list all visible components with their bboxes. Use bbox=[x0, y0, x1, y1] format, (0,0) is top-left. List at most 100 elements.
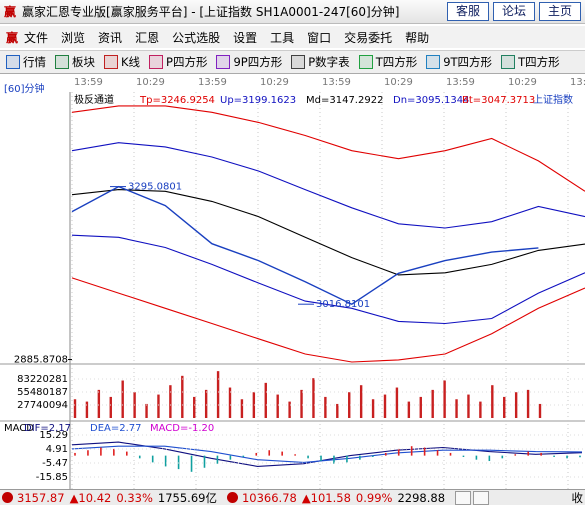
series-line bbox=[71, 441, 583, 467]
status-group[interactable]: 3157.87 ▲10.42 0.33% 1755.69亿 bbox=[2, 490, 217, 505]
toolbar-label: T四方形 bbox=[375, 55, 418, 69]
time-label: 13:59 bbox=[198, 77, 227, 88]
volume-bar bbox=[97, 389, 101, 418]
toolbar-button[interactable]: P四方形 bbox=[149, 54, 207, 70]
menu-item[interactable]: 帮助 bbox=[405, 30, 430, 45]
volume-bar bbox=[157, 394, 160, 418]
volume-bar bbox=[538, 403, 542, 418]
time-label: 10:29 bbox=[136, 77, 165, 88]
menu-item[interactable]: 汇恩 bbox=[135, 30, 160, 45]
volume-bar bbox=[169, 385, 172, 418]
volume-bar bbox=[383, 394, 387, 418]
volume-bar bbox=[526, 389, 530, 418]
volume-bar bbox=[348, 392, 351, 418]
toolbar-button[interactable]: 板块 bbox=[55, 54, 95, 70]
period-label: [60]分钟 bbox=[4, 82, 45, 95]
toolbar-label: 行情 bbox=[23, 55, 46, 69]
time-label: 13:59 bbox=[74, 77, 103, 88]
toolbar: 行情 板块 K线 P四方形 9P四方形 P数字表 T四方形 9T四方形 T四方形 bbox=[0, 50, 585, 74]
status-pct: 0.99% bbox=[355, 490, 393, 505]
volume-bar bbox=[395, 387, 399, 418]
volume-bar bbox=[276, 394, 279, 418]
toolbar-button[interactable]: K线 bbox=[104, 54, 140, 70]
menu-item[interactable]: 工具 bbox=[270, 30, 295, 45]
title-button[interactable]: 主页 bbox=[538, 2, 581, 21]
series-line bbox=[71, 234, 585, 325]
status-end: 收 bbox=[571, 490, 584, 505]
menu-item[interactable]: 设置 bbox=[233, 30, 258, 45]
volume-bar bbox=[479, 401, 482, 418]
menu-icon: 赢 bbox=[6, 30, 19, 45]
toolbar-button[interactable]: 9P四方形 bbox=[216, 54, 282, 70]
toolbar-button[interactable]: P数字表 bbox=[291, 54, 350, 70]
toolbar-icon bbox=[501, 55, 516, 69]
series-line bbox=[71, 185, 539, 306]
volume-bar bbox=[145, 403, 148, 418]
status-price: 3157.87 bbox=[17, 490, 65, 505]
status-icon bbox=[226, 492, 238, 503]
toolbar-button[interactable]: T四方形 bbox=[358, 54, 418, 70]
time-label: 10:29 bbox=[508, 77, 537, 88]
toolbar-button[interactable]: T四方形 bbox=[501, 54, 560, 70]
series-line bbox=[71, 105, 585, 192]
volume-bar bbox=[109, 396, 112, 418]
series-line bbox=[71, 277, 585, 363]
status-group[interactable]: 10366.78 ▲101.58 0.99% 2298.88 bbox=[226, 490, 445, 505]
menu-item[interactable]: 浏览 bbox=[61, 30, 86, 45]
window-title: 赢家汇恩专业版[赢家服务平台] - [上证指数 SH1A0001-247[60]… bbox=[22, 5, 400, 19]
volume-bar bbox=[455, 399, 458, 418]
volume-bar bbox=[431, 389, 434, 418]
y-tick-label: -15.85 bbox=[36, 472, 68, 483]
volume-bar bbox=[359, 385, 363, 418]
legend-entry: Bt=3047.3713 bbox=[462, 95, 535, 106]
volume-bar bbox=[491, 385, 494, 418]
volume-bar bbox=[85, 401, 89, 418]
volume-bar bbox=[514, 392, 518, 418]
volume-bar bbox=[336, 403, 339, 418]
volume-bar bbox=[503, 396, 506, 418]
toolbar-button[interactable]: 9T四方形 bbox=[426, 54, 492, 70]
menu-item[interactable]: 窗口 bbox=[307, 30, 332, 45]
volume-bar bbox=[264, 382, 267, 418]
series-line bbox=[71, 142, 585, 229]
series-line bbox=[71, 189, 585, 276]
series-line bbox=[71, 445, 583, 463]
menu-item[interactable]: 资讯 bbox=[98, 30, 123, 45]
legend-entry: Md=3147.2922 bbox=[306, 95, 383, 106]
toolbar-icon bbox=[104, 55, 118, 69]
volume-bar bbox=[443, 380, 446, 418]
title-button[interactable]: 客服 bbox=[446, 2, 489, 21]
toolbar-button[interactable]: 行情 bbox=[6, 54, 46, 70]
app-icon: 赢 bbox=[4, 5, 17, 19]
nav-button[interactable] bbox=[455, 490, 472, 505]
indicator-title: MACD bbox=[4, 423, 34, 434]
y-tick-label: 4.91 bbox=[46, 444, 68, 455]
status-change: ▲10.42 bbox=[69, 490, 112, 505]
volume-bar bbox=[419, 396, 422, 418]
volume-bar bbox=[73, 399, 77, 418]
status-amount: 1755.69亿 bbox=[157, 490, 217, 505]
toolbar-icon bbox=[216, 55, 231, 69]
toolbar-icon bbox=[6, 55, 20, 69]
legend-entry: 上证指数 bbox=[533, 93, 573, 106]
toolbar-label: P四方形 bbox=[166, 55, 208, 69]
toolbar-icon bbox=[149, 55, 164, 69]
menu-item[interactable]: 公式选股 bbox=[172, 30, 221, 45]
volume-bar bbox=[228, 387, 232, 418]
legend-entry: Dn=3095.1344 bbox=[393, 95, 470, 106]
toolbar-label: T四方形 bbox=[518, 55, 560, 69]
menu-item[interactable]: 文件 bbox=[24, 30, 49, 45]
menu-item[interactable]: 交易委托 bbox=[344, 30, 393, 45]
indicator-title: 极反通道 bbox=[74, 93, 114, 106]
title-button[interactable]: 论坛 bbox=[492, 2, 535, 21]
time-label: 13:59 bbox=[570, 77, 585, 88]
legend-entry: Up=3199.1623 bbox=[220, 95, 296, 106]
volume-bar bbox=[181, 375, 184, 418]
nav-button[interactable] bbox=[473, 490, 490, 505]
toolbar-label: P数字表 bbox=[308, 55, 350, 69]
status-bar: 3157.87 ▲10.42 0.33% 1755.69亿 10366.78 ▲101.5… bbox=[0, 489, 585, 505]
volume-bar bbox=[216, 371, 220, 418]
toolbar-label: K线 bbox=[121, 55, 141, 69]
